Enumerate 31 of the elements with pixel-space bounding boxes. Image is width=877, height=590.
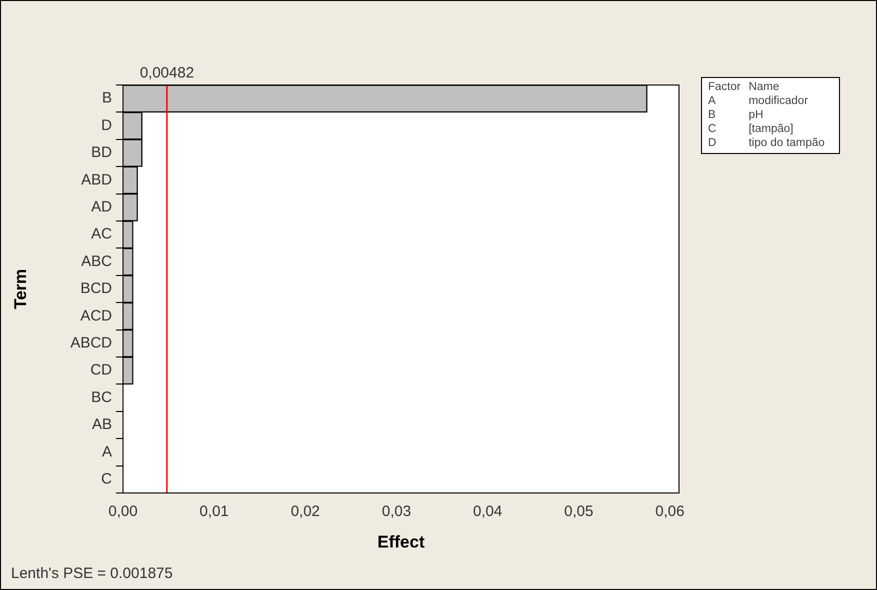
y-tick-label: AC [91,226,112,243]
y-tick-label: BC [91,388,112,406]
ref-line-label: 0,00482 [140,64,194,82]
y-tick-label: AD [91,198,112,216]
y-tick-label: CD [90,362,112,379]
text: Lenth's PSE = 0.001875 [11,565,173,582]
x-tick-label: 0,04 [472,503,502,520]
x-tick-label: 0,01 [200,503,229,520]
y-tick-label: D [101,116,112,134]
y-tick-label: ABC [81,252,112,270]
y-tick-label: BCD [80,280,112,298]
y-tick-label: ABD [81,171,112,188]
text: B pH [708,109,764,121]
y-tick-label: ABCD [70,334,112,352]
y-tick-label: A [102,443,112,460]
y-tick-label: AB [92,416,112,434]
y-tick-label: B [102,90,112,107]
x-tick-label: 0,02 [290,503,320,520]
x-axis-title: Effect [377,532,425,552]
y-tick-label: BD [91,144,112,162]
x-tick-label: 0,00 [108,503,138,520]
y-tick-label: ACD [80,307,112,324]
x-tick-label: 0,06 [655,503,684,520]
y-tick-label: C [101,470,112,488]
y-axis-title: Term [10,268,30,310]
text: A modificador [708,95,808,107]
x-tick-label: 0,05 [564,503,594,520]
text: Factor Name [708,80,780,94]
x-tick-label: 0,03 [382,503,412,520]
text: D tipo do tampão [708,137,825,149]
text: C [tampão] [708,123,794,135]
